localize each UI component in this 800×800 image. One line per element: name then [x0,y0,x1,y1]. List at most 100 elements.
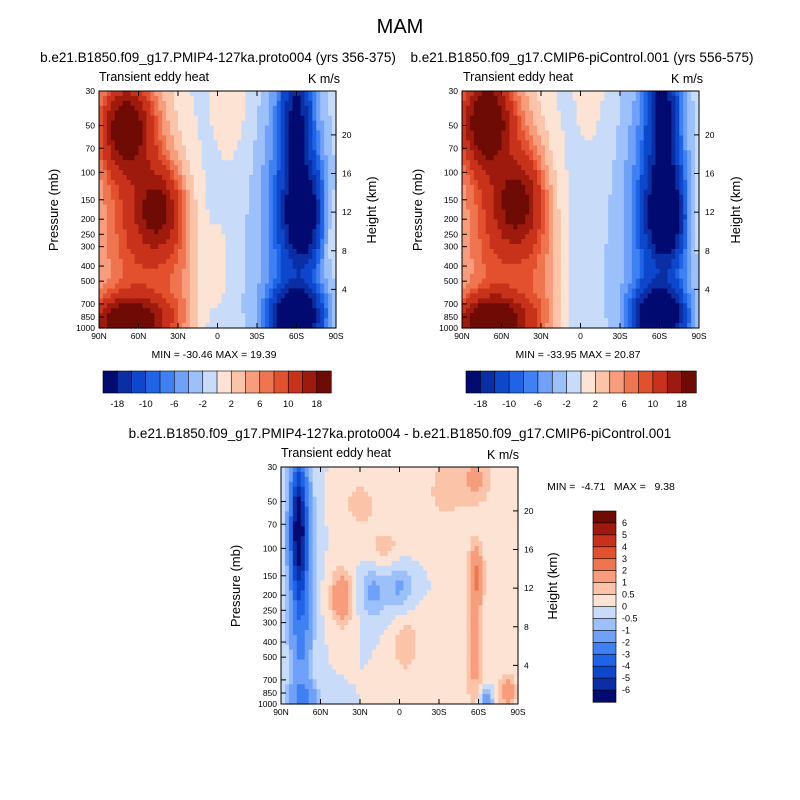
contour-cell [193,95,199,102]
contour-cell [639,135,645,141]
contour-cell [620,160,625,166]
panel-1-stats: MIN = -30.46 MAX = 19.39 [152,349,277,361]
contour-cell [465,125,471,132]
contour-cell [683,224,688,230]
contour-cell [110,110,116,117]
contour-cell [635,174,641,181]
contour-cell [604,189,609,196]
contour-cell [541,194,546,201]
contour-cell [102,308,108,314]
contour-cell [233,130,238,137]
contour-cell [308,155,313,161]
contour-cell [529,219,534,225]
contour-cell [580,249,586,255]
contour-cell [529,229,534,235]
contour-cell [627,95,633,102]
contour-cell [687,95,692,102]
contour-cell [99,229,104,235]
contour-cell [296,110,302,117]
contour-cell [683,145,688,151]
contour-cell [272,130,278,137]
contour-cell [284,273,290,280]
contour-cell [118,313,124,319]
contour-cell [517,91,522,97]
contour-cell [264,209,270,216]
contour-cell [604,214,609,220]
contour-cell [178,263,183,270]
contour-cell [225,165,230,171]
contour-cell [320,239,325,245]
contour-cell [320,214,325,220]
contour-cell [162,125,167,132]
contour-cell [138,145,144,151]
contour-cell [233,105,238,112]
contour-cell [691,130,696,137]
contour-cell [548,219,554,225]
contour-cell [118,298,124,304]
contour-cell [537,165,542,171]
contour-cell [221,288,226,295]
contour-cell [639,160,645,166]
contour-cell [588,189,593,196]
contour-cell [505,155,510,161]
contour-cell [485,209,491,216]
contour-cell [162,184,167,191]
contour-cell [229,209,234,216]
contour-cell [568,224,574,230]
contour-cell [138,160,144,166]
contour-cell [612,95,617,102]
contour-cell [158,160,163,166]
contour-cell [126,194,132,201]
contour-cell [150,91,155,97]
contour-cell [260,258,266,265]
contour-cell [118,95,124,102]
contour-cell [272,209,278,216]
contour-cell [189,278,195,285]
contour-cell [675,214,680,220]
contour-cell [106,244,112,250]
x-tick-label: 60N [131,331,147,341]
contour-cell [552,209,558,216]
contour-cell [529,249,534,255]
contour-cell [229,189,234,196]
contour-cell [245,204,250,211]
contour-cell [675,110,680,117]
contour-cell [280,224,286,230]
contour-cell [272,170,278,176]
contour-cell [158,165,163,171]
contour-cell [477,115,483,122]
contour-cell [592,194,597,201]
contour-cell [288,105,294,112]
contour-cell [473,249,479,255]
contour-cell [627,160,633,166]
contour-cell [122,165,128,171]
contour-cell [623,130,629,137]
contour-cell [272,160,278,166]
contour-cell [138,278,144,285]
contour-cell [106,179,112,186]
contour-cell [521,105,526,112]
contour-cell [189,115,195,122]
contour-cell [604,249,609,255]
contour-cell [268,170,274,176]
contour-cell [316,239,321,245]
contour-cell [225,224,230,230]
contour-cell [659,165,665,171]
contour-cell [154,95,159,102]
contour-cell [489,174,495,181]
contour-cell [241,105,246,112]
contour-cell [205,204,211,211]
contour-cell [663,125,668,132]
contour-cell [245,160,250,166]
colorbar-swatch [131,370,147,394]
contour-cell [296,298,302,304]
contour-cell [178,110,183,117]
contour-cell [604,135,609,141]
contour-cell [544,219,550,225]
contour-cell [225,110,230,117]
contour-cell [608,150,613,156]
contour-cell [154,135,159,141]
contour-cell [114,298,120,304]
contour-cell [477,189,483,196]
contour-cell [541,253,546,260]
